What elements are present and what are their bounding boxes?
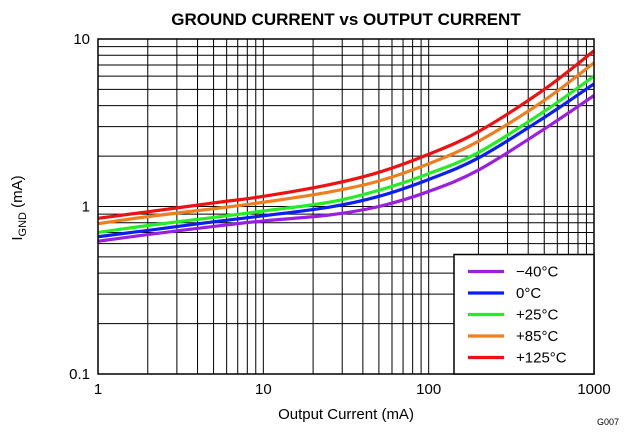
legend-label: 0°C (516, 285, 541, 302)
legend: −40°C 0°C +25°C +85°C +125°C (453, 253, 595, 375)
series-line-0 (97, 94, 595, 243)
y-axis-label-sub: GND (17, 212, 29, 237)
chart-title: GROUND CURRENT vs OUTPUT CURRENT (171, 10, 521, 29)
series-line-4 (97, 49, 595, 220)
y-axis-label: IGND (mA) (9, 175, 29, 240)
x-axis-label: Output Current (mA) (278, 406, 414, 423)
y-tick-labels: 0.1 1 10 (69, 31, 90, 383)
x-tick-label: 1 (94, 381, 102, 398)
x-tick-label: 100 (416, 381, 441, 398)
series-line-3 (97, 61, 595, 226)
series-line-1 (97, 82, 595, 239)
legend-label: −40°C (516, 264, 558, 281)
series-line-2 (97, 74, 595, 235)
y-tick-label: 0.1 (69, 366, 90, 383)
y-axis-label-main: I (9, 236, 26, 240)
x-tick-labels: 1 10 100 1000 (94, 381, 611, 398)
legend-label: +25°C (516, 307, 558, 324)
x-tick-label: 10 (255, 381, 272, 398)
plot-frame (97, 38, 595, 375)
series-lines (97, 49, 595, 243)
y-tick-label: 10 (73, 31, 90, 48)
legend-label: +125°C (516, 350, 567, 367)
y-axis-label-unit: (mA) (9, 175, 26, 212)
y-tick-label: 1 (82, 199, 90, 216)
x-tick-label: 1000 (577, 381, 610, 398)
legend-label: +85°C (516, 328, 558, 345)
figure-id: G007 (597, 417, 619, 427)
